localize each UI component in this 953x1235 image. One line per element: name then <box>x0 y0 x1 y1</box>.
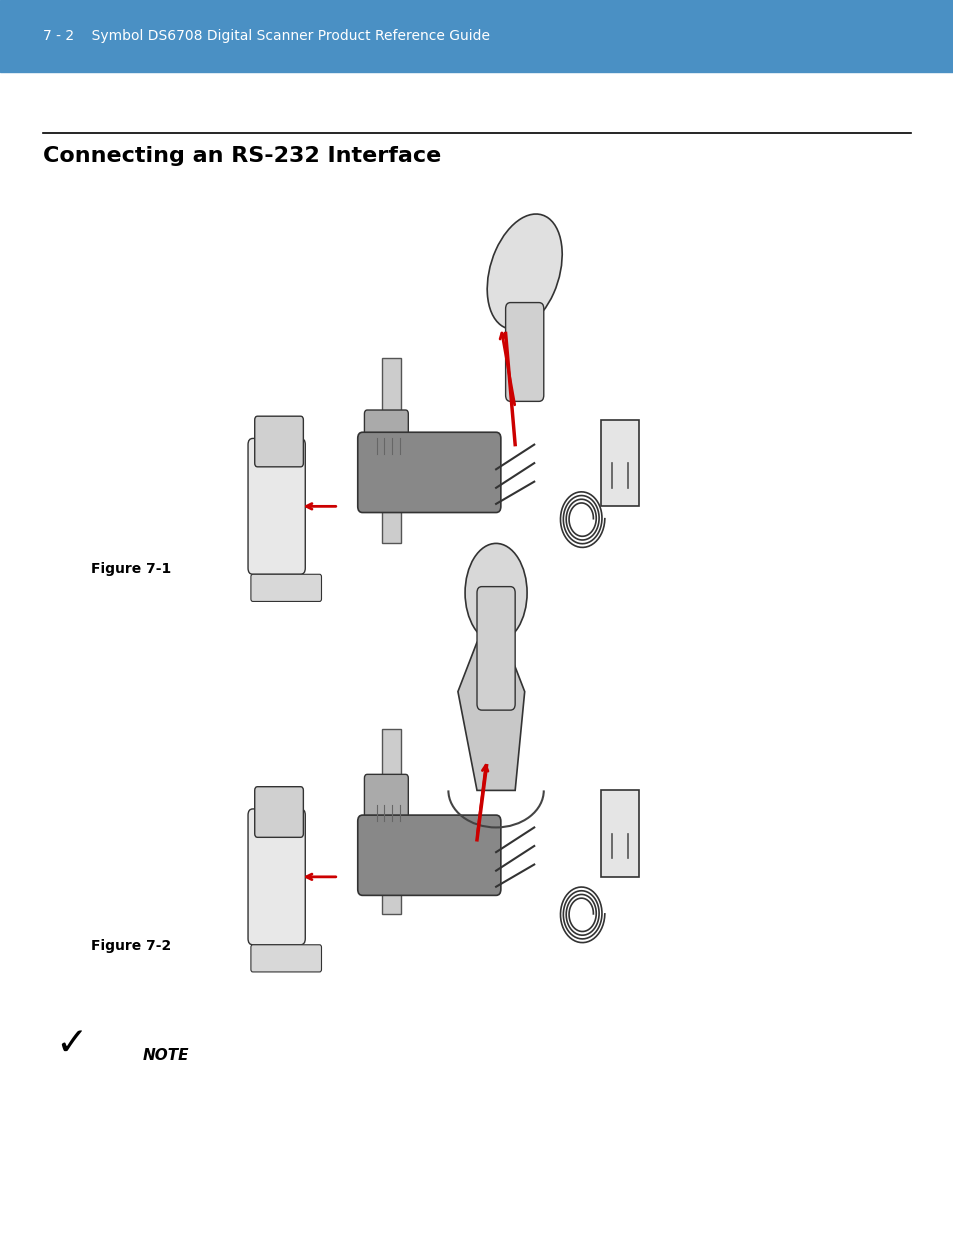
Bar <box>600 790 639 877</box>
Text: Figure 7-1: Figure 7-1 <box>91 562 171 576</box>
FancyBboxPatch shape <box>251 574 321 601</box>
Ellipse shape <box>487 214 561 330</box>
FancyBboxPatch shape <box>357 815 500 895</box>
FancyBboxPatch shape <box>248 438 305 574</box>
Polygon shape <box>457 642 524 790</box>
FancyBboxPatch shape <box>476 587 515 710</box>
Text: 7 - 2    Symbol DS6708 Digital Scanner Product Reference Guide: 7 - 2 Symbol DS6708 Digital Scanner Prod… <box>43 28 490 43</box>
FancyBboxPatch shape <box>505 303 543 401</box>
FancyBboxPatch shape <box>254 416 303 467</box>
Text: Connecting an RS-232 Interface: Connecting an RS-232 Interface <box>43 146 440 165</box>
FancyBboxPatch shape <box>357 432 500 513</box>
Text: NOTE: NOTE <box>143 1049 190 1063</box>
FancyBboxPatch shape <box>364 774 408 831</box>
FancyBboxPatch shape <box>364 410 408 467</box>
Ellipse shape <box>465 543 527 642</box>
Bar <box>381 358 400 543</box>
FancyBboxPatch shape <box>248 809 305 945</box>
Bar <box>600 420 639 506</box>
Bar <box>0 0 953 72</box>
Text: Figure 7-2: Figure 7-2 <box>91 939 171 952</box>
Text: ✓: ✓ <box>55 1025 88 1062</box>
FancyBboxPatch shape <box>251 945 321 972</box>
Bar <box>381 729 400 914</box>
FancyBboxPatch shape <box>254 787 303 837</box>
